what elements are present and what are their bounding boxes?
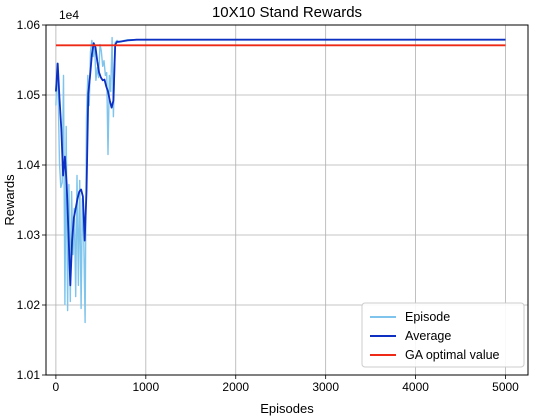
chart-title: 10X10 Stand Rewards: [212, 4, 362, 21]
y-tick-label: 1.03: [17, 228, 41, 242]
x-tick-label: 4000: [402, 380, 429, 394]
y-offset-label: 1e4: [59, 8, 79, 22]
series-lines: [55, 36, 506, 324]
legend-box: [361, 302, 525, 368]
legend-label: Average: [405, 329, 451, 343]
x-tick-label: 5000: [492, 380, 519, 394]
y-tick-label: 1.05: [17, 88, 41, 102]
y-tick-label: 1.02: [17, 298, 41, 312]
x-tick-label: 3000: [312, 380, 339, 394]
plot-frame: [45, 24, 529, 376]
legend-label: Episode: [405, 310, 450, 324]
legend-label: GA optimal value: [405, 348, 500, 362]
x-tick-label: 1000: [132, 380, 159, 394]
y-tick-label: 1.04: [17, 158, 41, 172]
gridlines: [46, 24, 528, 376]
x-axis-label: Episodes: [260, 401, 314, 416]
y-tick-label: 1.06: [17, 18, 41, 32]
y-tick-label: 1.01: [17, 368, 41, 382]
x-tick-label: 0: [53, 380, 60, 394]
x-tick-label: 2000: [222, 380, 249, 394]
legend: Episode Average GA optimal value: [361, 302, 525, 368]
axis-ticks: 0 1000 2000 3000 4000 5000 1.01 1.02 1.03 1.04 1.0…: [17, 18, 520, 394]
y-axis-label: Rewards: [2, 174, 17, 226]
